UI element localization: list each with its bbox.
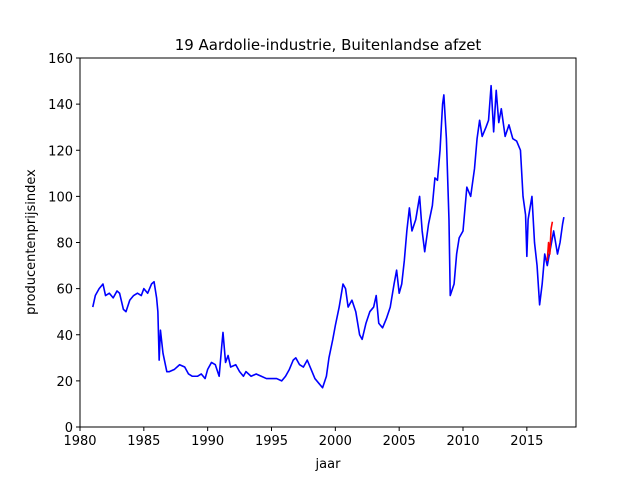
x-tick-label: 2015 [510, 434, 543, 449]
y-tick-label: 20 [56, 375, 73, 390]
y-tick-label: 60 [56, 283, 73, 298]
x-tick-label: 2000 [319, 434, 352, 449]
y-axis-label: producentenprijsindex [24, 169, 39, 315]
x-tick-label: 2005 [383, 434, 416, 449]
x-tick-label: 2010 [446, 434, 479, 449]
x-tick-label: 1985 [127, 434, 160, 449]
y-tick-label: 120 [48, 144, 73, 159]
series-line [546, 221, 554, 262]
x-tick-label: 1980 [63, 434, 96, 449]
chart-title: 19 Aardolie-industrie, Buitenlandse afze… [175, 36, 482, 54]
y-tick-label: 80 [56, 237, 73, 252]
x-tick-label: 1995 [255, 434, 288, 449]
series-line [91, 84, 565, 389]
plot-frame [79, 57, 577, 428]
y-tick-label: 160 [48, 52, 73, 67]
x-tick-label: 1990 [191, 434, 224, 449]
x-axis-label: jaar [315, 457, 342, 472]
y-tick-label: 140 [48, 98, 73, 113]
y-tick-label: 100 [48, 190, 73, 205]
y-tick-label: 0 [65, 421, 73, 436]
y-tick-label: 40 [56, 329, 73, 344]
